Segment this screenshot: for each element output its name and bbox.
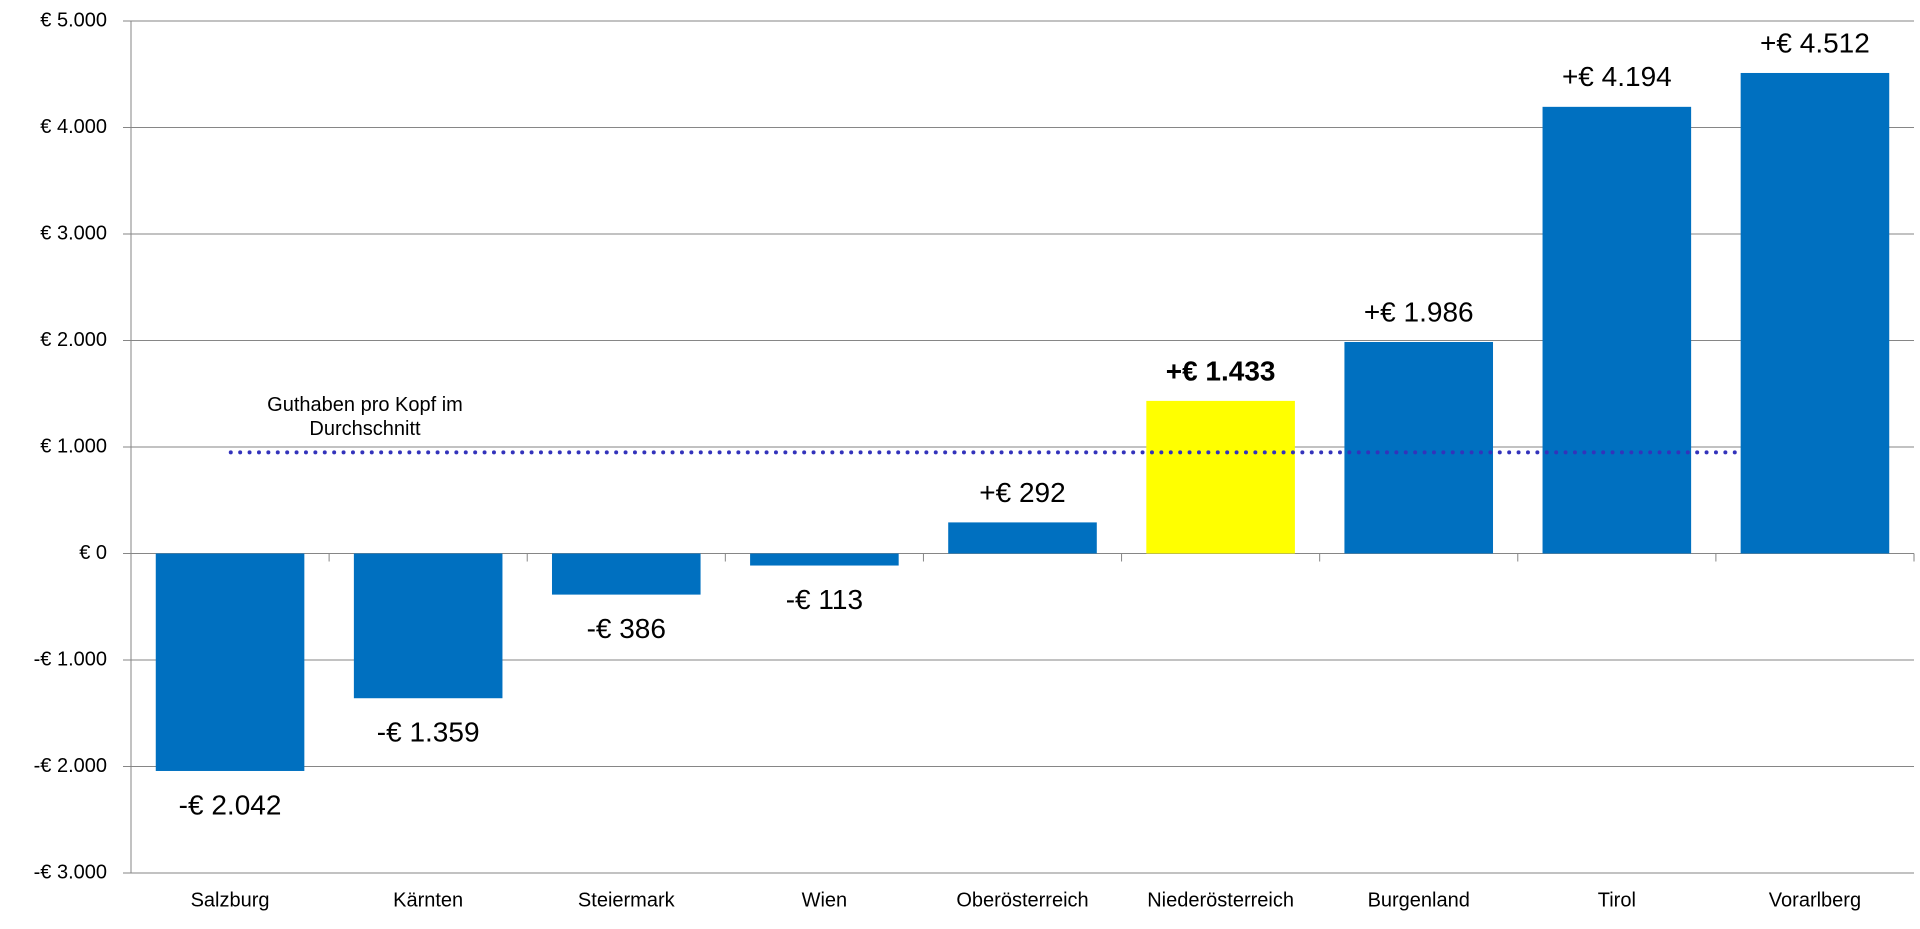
value-label: +€ 4.512 xyxy=(1760,27,1870,58)
x-tick-label: Burgenland xyxy=(1368,889,1470,911)
x-tick-label: Wien xyxy=(802,889,848,911)
y-tick-label: € 5.000 xyxy=(40,9,107,31)
y-tick-label: € 2.000 xyxy=(40,329,107,351)
y-tick-label: -€ 1.000 xyxy=(34,648,107,670)
bar xyxy=(1542,106,1692,554)
bar xyxy=(1344,341,1494,554)
x-tick-label: Niederösterreich xyxy=(1147,889,1294,911)
bar xyxy=(551,553,701,595)
x-tick-label: Kärnten xyxy=(393,889,463,911)
value-label: -€ 2.042 xyxy=(179,789,282,820)
value-label: -€ 113 xyxy=(786,584,863,615)
bar xyxy=(948,522,1097,554)
y-tick-label: € 3.000 xyxy=(40,222,107,244)
bar xyxy=(353,553,503,699)
value-label: +€ 292 xyxy=(979,477,1065,508)
x-tick-label: Salzburg xyxy=(191,889,270,911)
value-label: -€ 1.359 xyxy=(377,717,480,748)
y-tick-label: -€ 2.000 xyxy=(34,755,107,777)
value-label: -€ 386 xyxy=(587,613,666,644)
bar xyxy=(155,553,305,771)
y-tick-label: € 0 xyxy=(79,542,107,564)
reference-line-label: Guthaben pro Kopf im Durchschnitt xyxy=(267,394,463,440)
y-tick-label: € 1.000 xyxy=(40,435,107,457)
x-tick-label: Vorarlberg xyxy=(1769,889,1861,911)
value-label: +€ 1.433 xyxy=(1166,355,1276,386)
bar xyxy=(1740,72,1890,554)
y-tick-label: € 4.000 xyxy=(40,116,107,138)
y-tick-label: -€ 3.000 xyxy=(34,861,107,883)
bar xyxy=(750,553,899,566)
value-label: +€ 1.986 xyxy=(1364,296,1474,327)
x-tick-label: Steiermark xyxy=(578,889,676,911)
bar xyxy=(1146,400,1295,554)
x-tick-label: Tirol xyxy=(1598,889,1636,911)
x-tick-label: Oberösterreich xyxy=(956,889,1088,911)
value-label: +€ 4.194 xyxy=(1562,61,1672,92)
